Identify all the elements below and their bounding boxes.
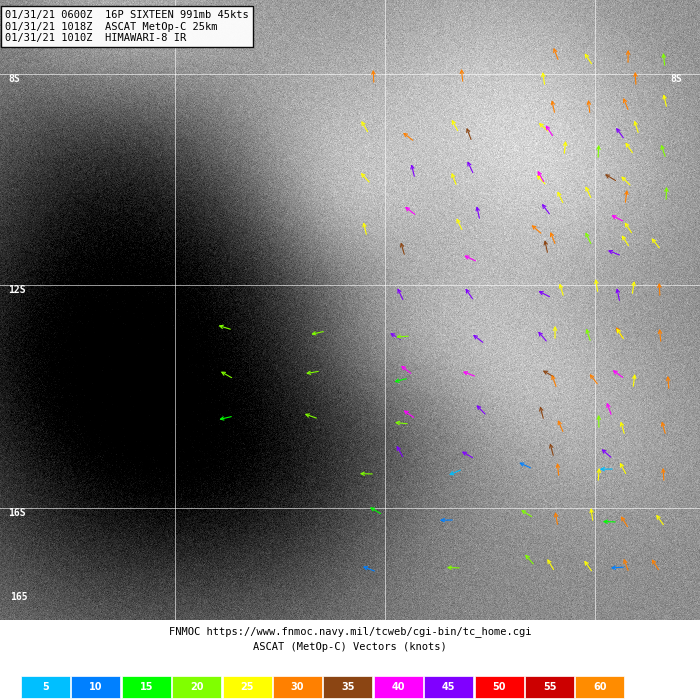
Text: 12S: 12S (8, 285, 26, 295)
Text: 40: 40 (391, 682, 405, 692)
FancyBboxPatch shape (475, 676, 524, 699)
Text: 15: 15 (139, 682, 153, 692)
Text: 5: 5 (42, 682, 49, 692)
FancyBboxPatch shape (424, 676, 473, 699)
FancyBboxPatch shape (223, 676, 272, 699)
Text: 60: 60 (593, 682, 607, 692)
Text: 45: 45 (442, 682, 456, 692)
FancyBboxPatch shape (525, 676, 574, 699)
FancyBboxPatch shape (273, 676, 322, 699)
Text: 55: 55 (542, 682, 556, 692)
FancyBboxPatch shape (172, 676, 221, 699)
Text: 165: 165 (10, 592, 27, 602)
Text: 8S: 8S (8, 74, 20, 84)
FancyBboxPatch shape (575, 676, 624, 699)
Text: 01/31/21 0600Z  16P SIXTEEN 991mb 45kts
01/31/21 1018Z  ASCAT MetOp-C 25km
01/31: 01/31/21 0600Z 16P SIXTEEN 991mb 45kts 0… (5, 10, 248, 43)
FancyBboxPatch shape (122, 676, 171, 699)
Text: 25: 25 (240, 682, 254, 692)
Text: 30: 30 (290, 682, 304, 692)
FancyBboxPatch shape (323, 676, 372, 699)
Text: 20: 20 (190, 682, 204, 692)
Text: FNMOC https://www.fnmoc.navy.mil/tcweb/cgi-bin/tc_home.cgi: FNMOC https://www.fnmoc.navy.mil/tcweb/c… (169, 626, 531, 637)
FancyBboxPatch shape (21, 676, 70, 699)
Text: ASCAT (MetOp-C) Vectors (knots): ASCAT (MetOp-C) Vectors (knots) (253, 643, 447, 652)
FancyBboxPatch shape (71, 676, 120, 699)
Text: 10: 10 (89, 682, 103, 692)
FancyBboxPatch shape (374, 676, 423, 699)
Text: 35: 35 (341, 682, 355, 692)
Text: 50: 50 (492, 682, 506, 692)
Text: 16S: 16S (8, 508, 26, 518)
Text: 8S: 8S (670, 74, 682, 84)
